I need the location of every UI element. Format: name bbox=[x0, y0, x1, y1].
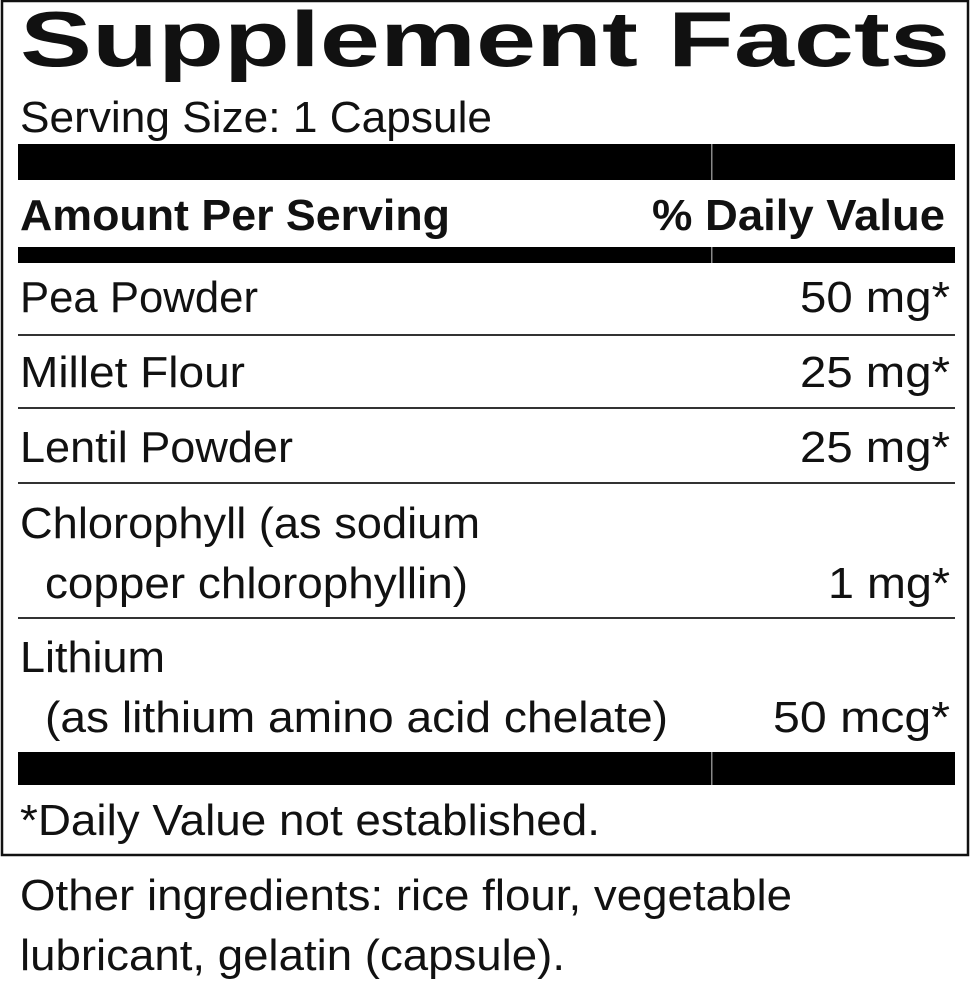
daily-value-footnote: *Daily Value not established. bbox=[20, 796, 600, 845]
facts-box-border bbox=[0, 0, 970, 857]
amount-per-serving-header: Amount Per Serving bbox=[20, 191, 450, 240]
ingredient-name: Pea Powder bbox=[20, 273, 258, 322]
ingredient-amount: 50 mcg* bbox=[773, 693, 950, 742]
ingredient-row: Chlorophyll (as sodium copper chlorophyl… bbox=[20, 499, 950, 608]
ingredient-name-line2: copper chlorophyllin) bbox=[45, 559, 468, 608]
ingredient-amount: 50 mg* bbox=[800, 273, 950, 322]
ingredient-row: Lentil Powder 25 mg* bbox=[20, 423, 950, 472]
ingredient-amount: 25 mg* bbox=[800, 423, 950, 472]
ingredient-amount: 1 mg* bbox=[828, 559, 950, 608]
row-divider bbox=[18, 482, 955, 484]
serving-size: Serving Size: 1 Capsule bbox=[20, 93, 492, 142]
row-divider bbox=[18, 617, 955, 619]
facts-title: Supplement Facts bbox=[20, 0, 950, 83]
row-divider bbox=[18, 334, 955, 336]
thick-bar-header bbox=[18, 247, 955, 263]
ingredient-row: Lithium (as lithium amino acid chelate) … bbox=[20, 633, 950, 742]
other-ingredients-line2: lubricant, gelatin (capsule). bbox=[20, 931, 565, 980]
ingredient-name: Millet Flour bbox=[20, 348, 245, 397]
ingredient-row: Pea Powder 50 mg* bbox=[20, 273, 950, 322]
thick-bar-top bbox=[18, 144, 955, 180]
ingredient-name-line2: (as lithium amino acid chelate) bbox=[45, 693, 668, 742]
daily-value-header: % Daily Value bbox=[652, 191, 945, 240]
ingredient-name: Lithium bbox=[20, 633, 165, 682]
other-ingredients-line1: Other ingredients: rice flour, vegetable bbox=[20, 871, 792, 920]
thick-bar-bottom bbox=[18, 752, 955, 785]
row-divider bbox=[18, 407, 955, 409]
ingredient-name: Lentil Powder bbox=[20, 423, 293, 472]
ingredient-name: Chlorophyll (as sodium bbox=[20, 499, 480, 548]
ingredient-amount: 25 mg* bbox=[800, 348, 950, 397]
ingredient-row: Millet Flour 25 mg* bbox=[20, 348, 950, 397]
